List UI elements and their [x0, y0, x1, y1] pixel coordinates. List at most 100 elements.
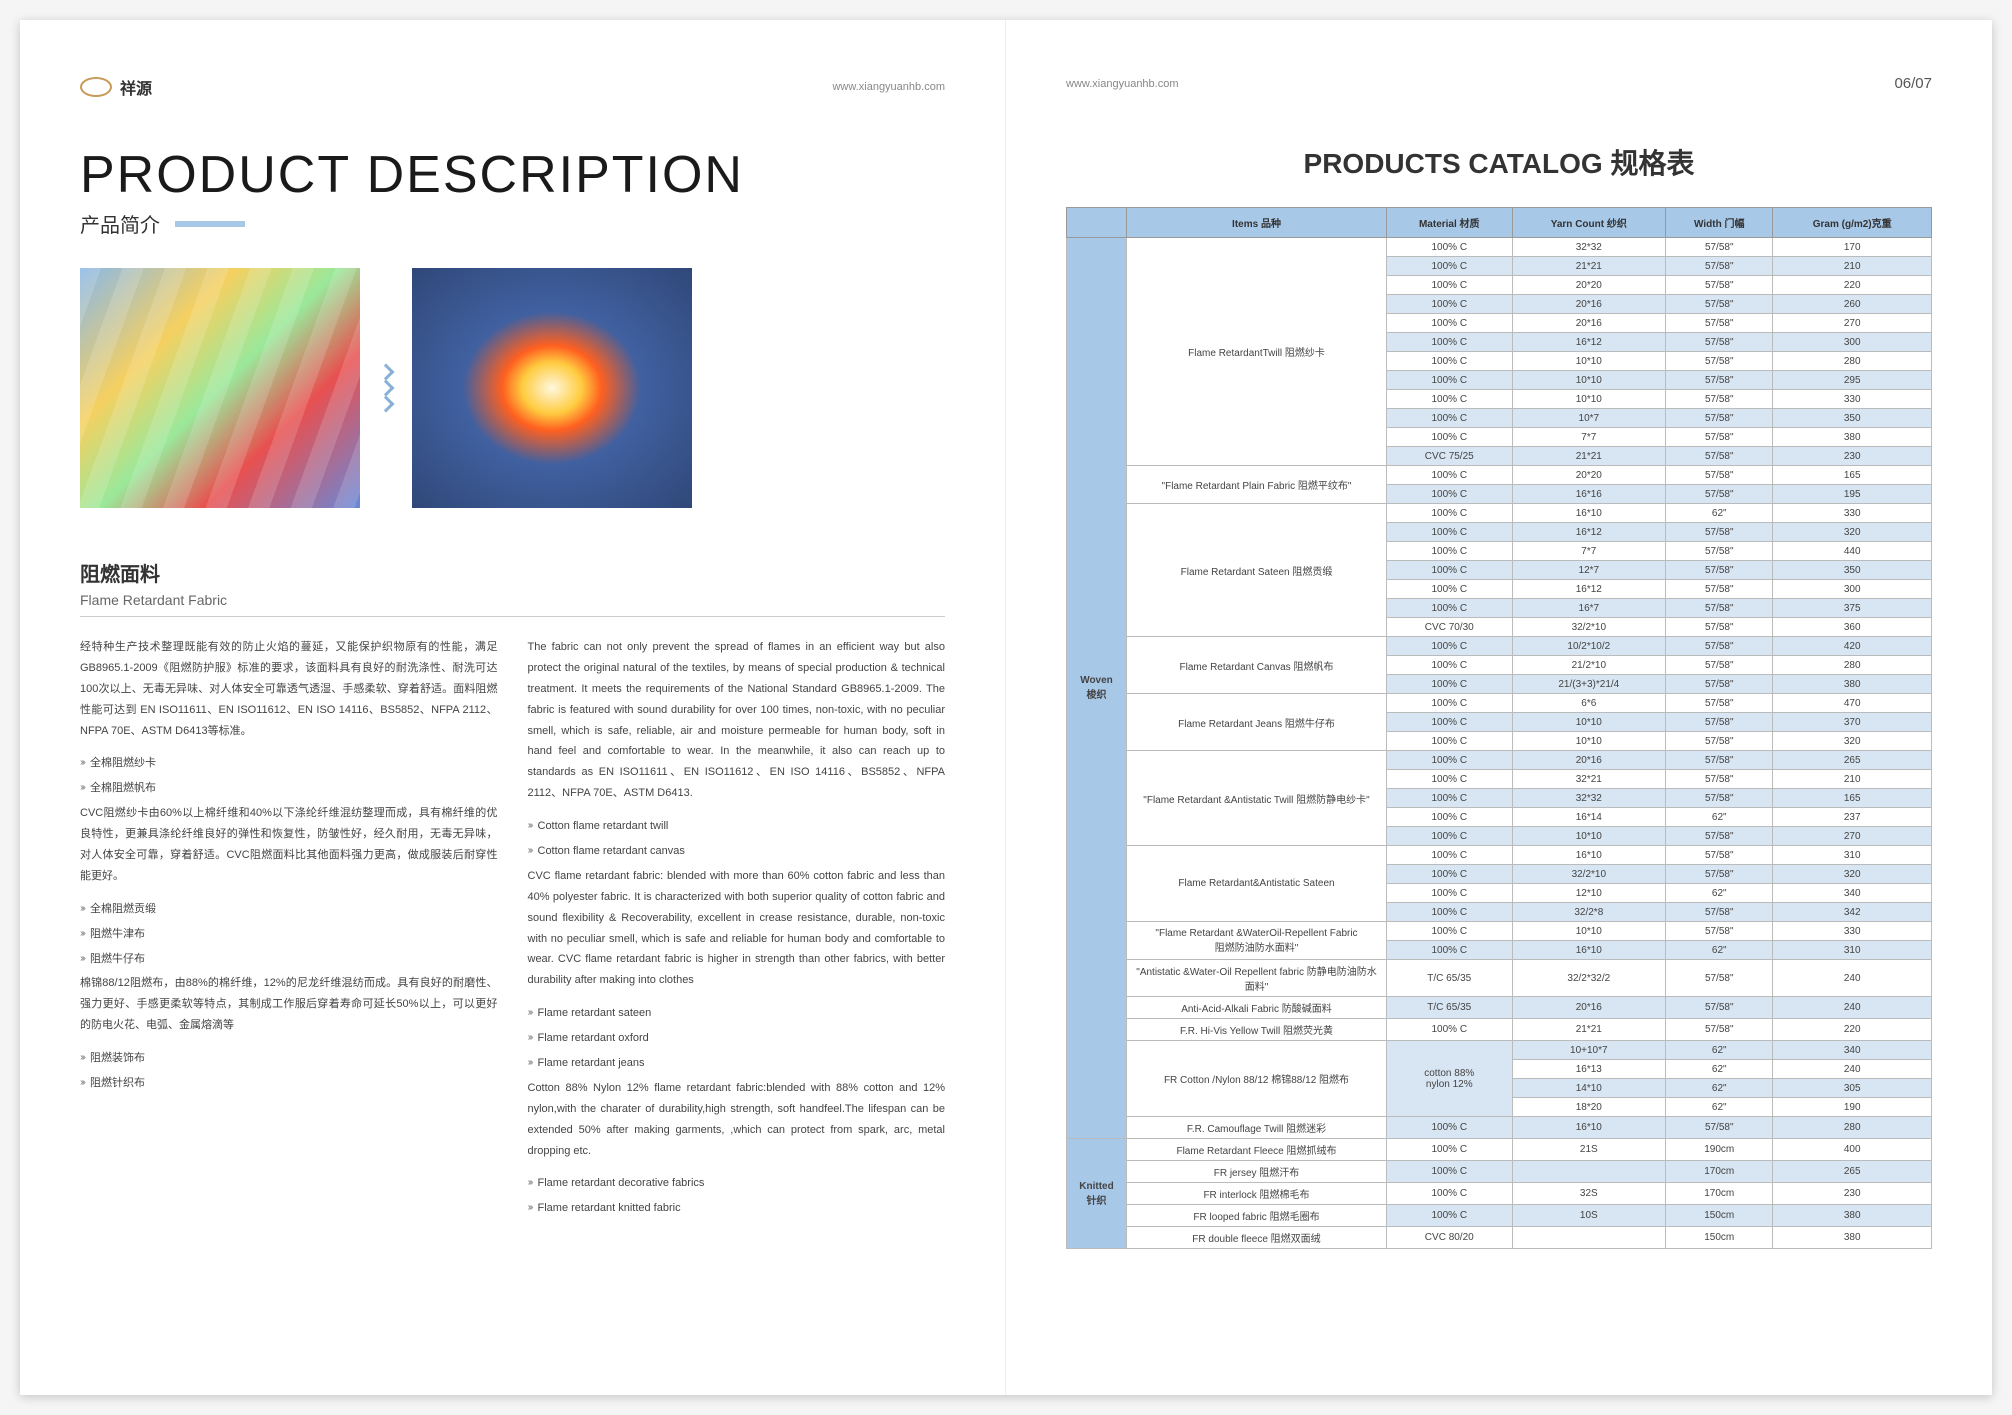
cell: 32S — [1512, 1183, 1666, 1205]
item-cell: FR double fleece 阻燃双面绒 — [1127, 1227, 1387, 1249]
cell: 57/58" — [1666, 675, 1773, 694]
cell: 100% C — [1387, 865, 1513, 884]
table-row: Woven梭织Flame RetardantTwill 阻燃纱卡100% C32… — [1067, 238, 1932, 257]
cell: 57/58" — [1666, 542, 1773, 561]
item-cell: "Flame Retardant &Antistatic Twill 阻燃防静电… — [1127, 751, 1387, 846]
table-row: F.R. Hi-Vis Yellow Twill 阻燃荧光黄100% C21*2… — [1067, 1019, 1932, 1041]
cell: 57/58" — [1666, 485, 1773, 504]
cell: 100% C — [1387, 694, 1513, 713]
cell: T/C 65/35 — [1387, 960, 1513, 997]
item-cell: Flame Retardant Sateen 阻燃贡缎 — [1127, 504, 1387, 637]
cell: 100% C — [1387, 637, 1513, 656]
cell: 220 — [1773, 1019, 1932, 1041]
cell: 360 — [1773, 618, 1932, 637]
bullet-item: ›››全棉阻燃贡缎 — [80, 899, 498, 920]
item-cell: Flame Retardant&Antistatic Sateen — [1127, 846, 1387, 922]
cell: 195 — [1773, 485, 1932, 504]
bullet-item: ›››Flame retardant knitted fabric — [528, 1198, 946, 1219]
cell: 18*20 — [1512, 1098, 1666, 1117]
cell: 100% C — [1387, 675, 1513, 694]
cell: 57/58" — [1666, 1117, 1773, 1139]
cell: 100% C — [1387, 276, 1513, 295]
cell: 57/58" — [1666, 789, 1773, 808]
cell: 57/58" — [1666, 960, 1773, 997]
cell: 62" — [1666, 884, 1773, 903]
cell: 440 — [1773, 542, 1932, 561]
cell: 62" — [1666, 1079, 1773, 1098]
cell: 100% C — [1387, 485, 1513, 504]
table-row: F.R. Camouflage Twill 阻燃迷彩100% C16*1057/… — [1067, 1117, 1932, 1139]
subtitle-en: Flame Retardant Fabric — [80, 592, 945, 617]
cell: 10*10 — [1512, 922, 1666, 941]
item-cell: Flame RetardantTwill 阻燃纱卡 — [1127, 238, 1387, 466]
cell: CVC 75/25 — [1387, 447, 1513, 466]
cell: 240 — [1773, 960, 1932, 997]
table-header: Gram (g/m2)克重 — [1773, 208, 1932, 238]
table-row: "Flame Retardant Plain Fabric 阻燃平纹布"100%… — [1067, 466, 1932, 485]
cell: 16*12 — [1512, 580, 1666, 599]
cell: 62" — [1666, 504, 1773, 523]
cell: 57/58" — [1666, 523, 1773, 542]
cell: 32/2*8 — [1512, 903, 1666, 922]
cell: 57/58" — [1666, 409, 1773, 428]
cell: 32/2*10 — [1512, 865, 1666, 884]
cell — [1512, 1161, 1666, 1183]
cell: 16*10 — [1512, 1117, 1666, 1139]
cell: 170cm — [1666, 1183, 1773, 1205]
cell: 230 — [1773, 1183, 1932, 1205]
cell: 21/(3+3)*21/4 — [1512, 675, 1666, 694]
cell: 370 — [1773, 713, 1932, 732]
title-block: PRODUCT DESCRIPTION 产品简介 — [80, 149, 945, 238]
subtitle-cn: 阻燃面料 — [80, 558, 945, 587]
cell: 100% C — [1387, 1161, 1513, 1183]
cell: 10/2*10/2 — [1512, 637, 1666, 656]
cell: 100% C — [1387, 409, 1513, 428]
cell: 57/58" — [1666, 390, 1773, 409]
category-cell: Knitted针织 — [1067, 1139, 1127, 1249]
cell: 20*20 — [1512, 276, 1666, 295]
header-right: www.xiangyuanhb.com 06/07 — [1066, 75, 1932, 92]
cell: 100% C — [1387, 599, 1513, 618]
cell: 57/58" — [1666, 276, 1773, 295]
table-row: Flame Retardant Sateen 阻燃贡缎100% C16*1062… — [1067, 504, 1932, 523]
table-header: Items 品种 — [1127, 208, 1387, 238]
cell: 310 — [1773, 941, 1932, 960]
cell: 57/58" — [1666, 827, 1773, 846]
cell: 295 — [1773, 371, 1932, 390]
cell: 270 — [1773, 314, 1932, 333]
cell: 20*16 — [1512, 314, 1666, 333]
cell: 62" — [1666, 941, 1773, 960]
para: 经特种生产技术整理既能有效的防止火焰的蔓延，又能保护织物原有的性能，满足GB89… — [80, 637, 498, 741]
cell: 16*12 — [1512, 333, 1666, 352]
table-row: "Flame Retardant &Antistatic Twill 阻燃防静电… — [1067, 751, 1932, 770]
cell: 14*10 — [1512, 1079, 1666, 1098]
cell: 165 — [1773, 789, 1932, 808]
bullet-item: ›››Flame retardant jeans — [528, 1053, 946, 1074]
cell: 100% C — [1387, 846, 1513, 865]
cell: 100% C — [1387, 371, 1513, 390]
cell: 165 — [1773, 466, 1932, 485]
table-header: Yarn Count 纱织 — [1512, 208, 1666, 238]
cell: 100% C — [1387, 257, 1513, 276]
brand-name: 祥源 — [120, 75, 152, 99]
cell: 32*32 — [1512, 789, 1666, 808]
fabric-swatch-image — [80, 268, 360, 508]
cell: 100% C — [1387, 1117, 1513, 1139]
cell: 300 — [1773, 333, 1932, 352]
cell: 57/58" — [1666, 846, 1773, 865]
cell: 21*21 — [1512, 1019, 1666, 1041]
catalog-title: PRODUCTS CATALOG 规格表 — [1066, 142, 1932, 182]
col-en: The fabric can not only prevent the spre… — [528, 637, 946, 1223]
cell: 100% C — [1387, 428, 1513, 447]
para: CVC flame retardant fabric: blended with… — [528, 866, 946, 991]
cell: 100% C — [1387, 1183, 1513, 1205]
cell: 16*16 — [1512, 485, 1666, 504]
cell: 100% C — [1387, 941, 1513, 960]
table-row: "Antistatic &Water-Oil Repellent fabric … — [1067, 960, 1932, 997]
cell: 57/58" — [1666, 656, 1773, 675]
item-cell: "Antistatic &Water-Oil Repellent fabric … — [1127, 960, 1387, 997]
cell: 10*10 — [1512, 352, 1666, 371]
table-header: Width 门幅 — [1666, 208, 1773, 238]
cell: 265 — [1773, 751, 1932, 770]
category-cell: Woven梭织 — [1067, 238, 1127, 1139]
